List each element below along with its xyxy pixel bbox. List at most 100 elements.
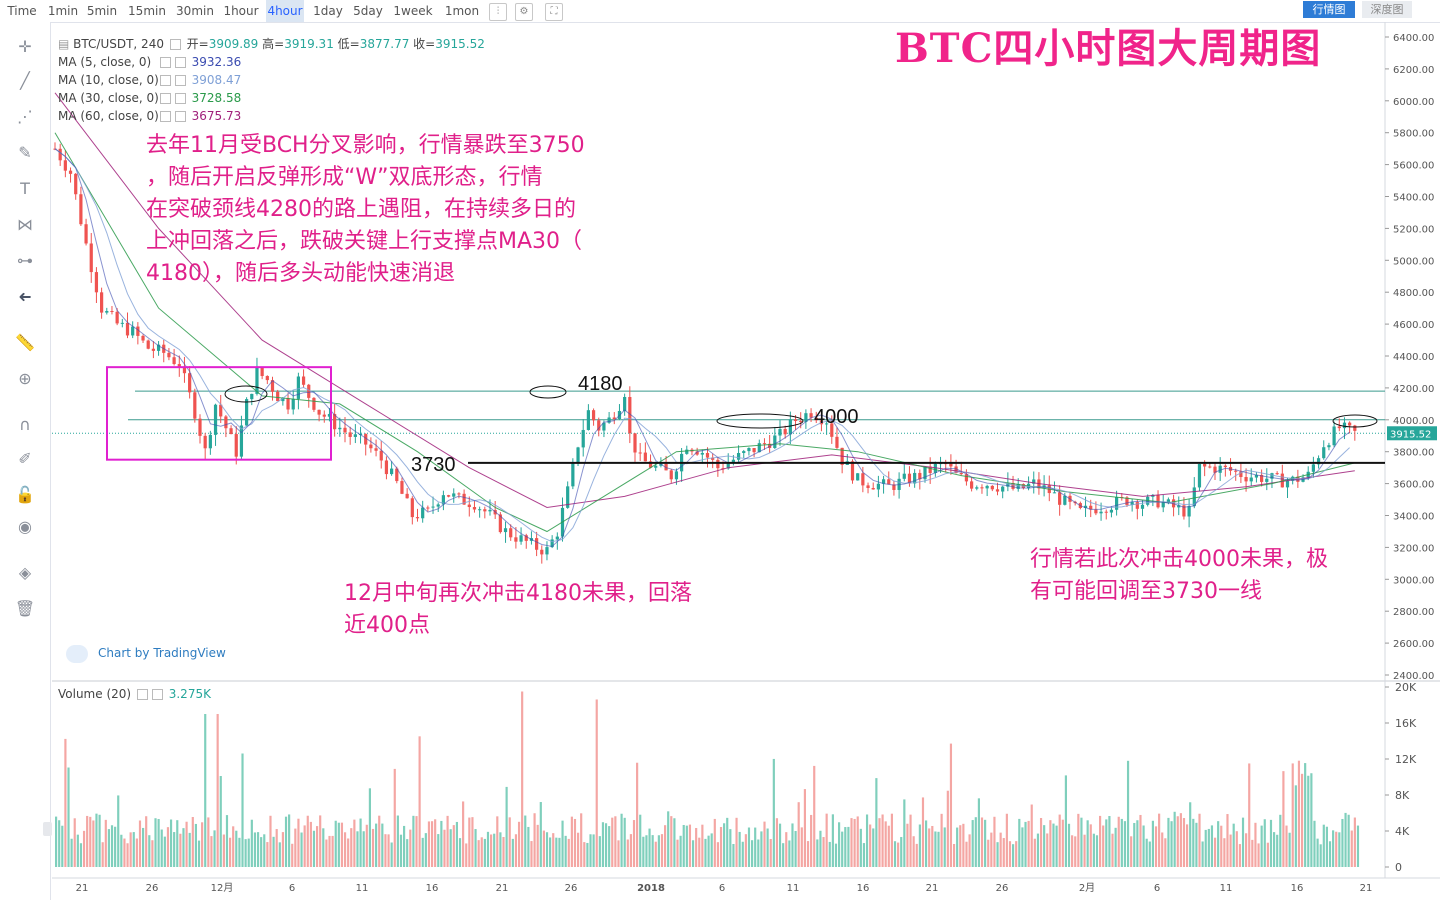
- volume-bar: [443, 829, 446, 867]
- candle-body: [68, 170, 73, 174]
- timeframe-1min[interactable]: 1min: [47, 4, 79, 18]
- volume-bar: [701, 824, 704, 867]
- zoom-icon[interactable]: ⊕: [18, 369, 32, 388]
- close-icon[interactable]: [151, 689, 163, 700]
- volume-bar: [782, 843, 785, 867]
- volume-bar: [707, 835, 710, 867]
- volume-bar: [135, 838, 138, 867]
- settings-icon[interactable]: [159, 75, 171, 86]
- candle-body: [674, 471, 679, 480]
- tab-chart[interactable]: 行情图: [1303, 1, 1355, 18]
- volume-bar: [853, 818, 856, 867]
- volume-bar: [244, 839, 247, 867]
- time-tick-label: 11: [787, 883, 800, 894]
- volume-bar: [1254, 822, 1257, 867]
- volume-bar: [539, 802, 542, 867]
- fib-icon[interactable]: ⋰: [17, 107, 33, 126]
- close-icon[interactable]: [174, 75, 186, 86]
- volume-bar: [1043, 825, 1046, 867]
- volume-bar: [182, 828, 185, 867]
- brush-icon[interactable]: ✎: [18, 143, 32, 162]
- candle-body: [1353, 425, 1357, 431]
- tradingview-brand[interactable]: Chart by TradingView: [66, 643, 226, 663]
- ruler-icon[interactable]: 📏: [15, 333, 35, 352]
- chevron-icon[interactable]: ▤: [58, 37, 70, 51]
- candle-body: [193, 392, 197, 419]
- ma60-legend-row[interactable]: MA (60, close, 0) 3675.73: [58, 108, 241, 124]
- timeframe-15min[interactable]: 15min: [128, 4, 166, 18]
- candle-body: [327, 413, 332, 417]
- timeframe-1week[interactable]: 1week: [393, 4, 433, 18]
- tab-depth[interactable]: 深度图: [1362, 1, 1412, 18]
- settings-icon[interactable]: ⚙: [515, 3, 533, 21]
- volume-bar: [928, 828, 931, 867]
- volume-bar: [555, 837, 558, 867]
- volume-bar: [642, 836, 645, 867]
- text-icon[interactable]: T: [20, 179, 30, 198]
- candle-body: [648, 461, 653, 468]
- trendline-icon[interactable]: ╱: [20, 71, 30, 90]
- volume-bar: [291, 843, 294, 867]
- note1-line: 4180），随后多头动能快速消退: [146, 261, 455, 286]
- volume-bar: [869, 824, 872, 867]
- volume-bar: [148, 835, 151, 867]
- price-tick-label: 6200.00: [1393, 65, 1434, 76]
- candle-body: [198, 418, 202, 436]
- volume-bar: [1036, 833, 1040, 867]
- ma10-legend-row[interactable]: MA (10, close, 0) 3908.47: [58, 72, 241, 88]
- timeframe-1day[interactable]: 1day: [313, 4, 343, 18]
- annotation-note-3: 行情若此次冲击4000未果，极 有可能回调至3730一线: [1030, 544, 1328, 608]
- settings-icon[interactable]: [169, 39, 181, 50]
- volume-bar: [828, 841, 831, 867]
- crosshair-icon[interactable]: ✛: [18, 37, 32, 56]
- scroll-left-handle[interactable]: [43, 822, 52, 836]
- candle-body: [208, 434, 212, 449]
- timeframe-5day[interactable]: 5day: [353, 4, 383, 18]
- candle-body: [374, 448, 378, 451]
- volume-bar: [1067, 823, 1071, 867]
- timeframe-Time[interactable]: Time: [7, 4, 37, 18]
- volume-bar: [446, 815, 449, 867]
- close-icon[interactable]: [174, 57, 186, 68]
- candle-body: [229, 428, 233, 435]
- current-price-value: 3915.52: [1390, 429, 1431, 440]
- volume-bar: [1114, 827, 1117, 867]
- volume-bar: [878, 818, 881, 867]
- timeframe-5min[interactable]: 5min: [86, 4, 118, 18]
- close-icon[interactable]: [174, 111, 186, 122]
- settings-icon[interactable]: [159, 57, 171, 68]
- pencil-lock-icon[interactable]: ✐: [18, 449, 32, 468]
- candle-body: [566, 486, 570, 508]
- volume-bar: [486, 831, 490, 867]
- candles-icon[interactable]: ⫶: [489, 3, 507, 21]
- fullscreen-icon[interactable]: ⛶: [545, 3, 563, 21]
- measure-icon[interactable]: ⊶: [17, 251, 33, 270]
- ma30-legend-row[interactable]: MA (30, close, 0) 3728.58: [58, 90, 241, 106]
- volume-bar: [449, 829, 452, 867]
- timeframe-30min[interactable]: 30min: [176, 4, 214, 18]
- candle-body: [462, 493, 466, 505]
- candle-body: [773, 435, 777, 449]
- magnet-icon[interactable]: ∩: [19, 415, 31, 434]
- volume-bar: [1027, 820, 1030, 867]
- volume-bar: [934, 831, 937, 867]
- ma5-legend-row[interactable]: MA (5, close, 0) 3932.36: [58, 54, 241, 70]
- timeframe-1mon[interactable]: 1mon: [444, 4, 480, 18]
- settings-icon[interactable]: [136, 689, 148, 700]
- eye-icon[interactable]: ◉: [18, 517, 32, 536]
- settings-icon[interactable]: [159, 111, 171, 122]
- volume-bar: [695, 827, 698, 867]
- settings-icon[interactable]: [159, 93, 171, 104]
- timeframe-1hour[interactable]: 1hour: [223, 4, 259, 18]
- volume-bar: [838, 822, 841, 867]
- volume-bar: [256, 832, 260, 867]
- lock-icon[interactable]: 🔓: [15, 485, 35, 504]
- volume-bar: [337, 822, 340, 867]
- pattern-icon[interactable]: ⋈: [17, 215, 33, 234]
- candle-body: [1311, 464, 1315, 472]
- timeframe-4hour[interactable]: 4hour: [266, 0, 304, 22]
- trash-icon[interactable]: 🗑: [14, 599, 36, 618]
- layers-icon[interactable]: ◈: [18, 563, 32, 582]
- close-icon[interactable]: [174, 93, 186, 104]
